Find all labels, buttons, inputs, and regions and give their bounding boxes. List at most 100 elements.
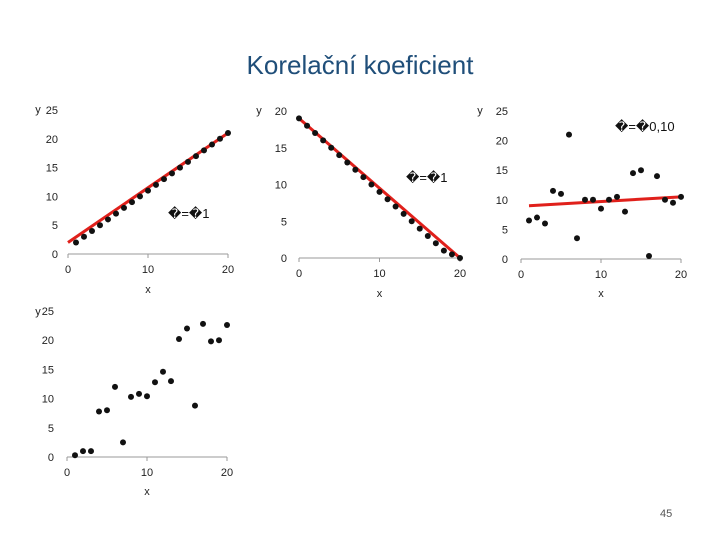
chart3-data-point <box>638 167 644 174</box>
chart1-y-tick-label: 20 <box>46 134 58 146</box>
chart2-data-point <box>320 137 327 144</box>
chart4-x-tick-label: 0 <box>64 467 70 479</box>
chart2-x-tick-label: 0 <box>296 268 302 280</box>
chart3-y-tick-label: 25 <box>496 106 508 118</box>
chart3-correlation-annotation: �=�0,10 <box>615 119 675 134</box>
chart3-x-axis-label: x <box>598 288 604 300</box>
chart2-x-axis-label: x <box>377 288 383 300</box>
chart2-data-point <box>376 188 383 195</box>
chart1-data-point <box>161 176 167 183</box>
chart4-x-tick-label: 20 <box>221 467 233 479</box>
chart4-y-tick-label: 5 <box>48 423 54 435</box>
chart1-data-point <box>225 130 231 137</box>
chart3-data-point <box>646 253 652 260</box>
chart1-y-tick-label: 10 <box>46 191 58 203</box>
chart4-data-point <box>104 407 110 414</box>
chart1-correlation-annotation: �=�1 <box>168 206 209 221</box>
chart2-data-point <box>440 247 447 254</box>
chart3-y-tick-label: 5 <box>502 224 508 236</box>
chart4-data-point <box>192 402 198 409</box>
chart2-data-point <box>312 130 319 137</box>
chart3-y-tick-label: 15 <box>496 165 508 177</box>
chart1-data-point <box>129 199 135 206</box>
chart4-y-tick-label: 0 <box>48 452 54 464</box>
chart1-x-tick-label: 0 <box>65 264 71 276</box>
chart2-data-point <box>400 210 407 217</box>
chart1-data-point <box>73 239 79 246</box>
chart2-y-tick-label: 15 <box>275 143 287 155</box>
chart4-data-point <box>152 379 158 386</box>
chart2-data-point <box>360 174 367 181</box>
chart2-data-point <box>296 115 302 122</box>
chart2-y-tick-label: 10 <box>275 180 287 192</box>
chart1-y-tick-label: 15 <box>46 163 58 175</box>
chart3-data-point <box>590 196 596 203</box>
chart3-y-tick-label: 10 <box>496 195 508 207</box>
chart1-y-tick-label: 25 <box>46 105 58 117</box>
chart3-x-tick-label: 20 <box>675 269 687 281</box>
chart3-data-point <box>614 193 620 200</box>
chart1-data-point <box>145 187 151 194</box>
chart4-data-point <box>184 325 190 332</box>
chart2-y-tick-label: 0 <box>281 253 287 265</box>
chart1-data-point <box>169 170 175 177</box>
chart1-x-tick-label: 10 <box>142 264 154 276</box>
chart4-data-point <box>136 390 142 397</box>
chart3-data-point <box>534 214 540 221</box>
chart1-data-point <box>153 181 159 188</box>
chart4-data-point <box>216 337 222 344</box>
chart2-data-point <box>368 181 375 188</box>
chart1-data-point <box>185 158 191 165</box>
chart4-data-point <box>120 439 126 446</box>
chart3-x-tick-label: 0 <box>518 269 524 281</box>
chart3-y-axis-label: y <box>477 105 483 117</box>
chart4-y-tick-label: 15 <box>42 364 54 376</box>
chart4-data-point <box>80 448 86 455</box>
chart1-data-point <box>201 147 207 154</box>
chart3-data-point <box>598 205 604 212</box>
chart2-x-tick-label: 10 <box>373 268 385 280</box>
chart1-y-tick-label: 5 <box>52 220 58 232</box>
chart1-data-point <box>217 135 223 142</box>
chart2-y-tick-label: 20 <box>275 106 287 118</box>
chart3-data-point <box>582 196 588 203</box>
chart4-data-point <box>168 378 174 385</box>
chart3-data-point <box>550 187 556 194</box>
chart1-data-point <box>105 216 111 223</box>
chart2-y-axis-label: y <box>256 105 262 117</box>
chart4-data-point <box>88 448 94 455</box>
chart2-data-point <box>304 122 311 129</box>
chart3-data-point <box>606 196 612 203</box>
chart3-data-point <box>678 193 684 200</box>
chart4-data-point <box>176 336 182 343</box>
chart4-data-point <box>112 383 118 390</box>
chart2-data-point <box>448 251 455 258</box>
chart4-data-point <box>96 408 102 415</box>
chart1-data-point <box>193 153 199 160</box>
chart2-data-point <box>392 203 399 210</box>
chart2-data-point <box>408 218 415 225</box>
chart3-data-point <box>574 235 580 242</box>
chart2-data-point <box>432 240 439 247</box>
chart2-data-point <box>328 144 335 151</box>
chart4-data-point <box>72 452 78 459</box>
chart3-data-point <box>558 190 564 197</box>
chart4-x-tick-label: 10 <box>141 467 153 479</box>
chart3-data-point <box>566 131 572 138</box>
chart1-x-axis-label: x <box>145 284 151 296</box>
chart1-data-point <box>137 193 143 200</box>
chart3-data-point <box>526 217 532 224</box>
chart2-data-point <box>457 255 463 261</box>
chart4-data-point <box>128 393 134 400</box>
chart3-data-point <box>542 220 548 227</box>
chart4-y-tick-label: 10 <box>42 394 54 406</box>
chart4-y-tick-label: 25 <box>42 306 54 318</box>
chart2-correlation-annotation: �=�1 <box>406 170 447 185</box>
chart4-y-axis-label: y <box>35 306 41 318</box>
page-title: Korelační koeficient <box>246 50 474 80</box>
chart4-data-point <box>144 393 150 400</box>
chart4-data-point <box>208 338 214 345</box>
chart4-x-axis-label: x <box>144 486 150 498</box>
page-number: 45 <box>660 508 673 520</box>
